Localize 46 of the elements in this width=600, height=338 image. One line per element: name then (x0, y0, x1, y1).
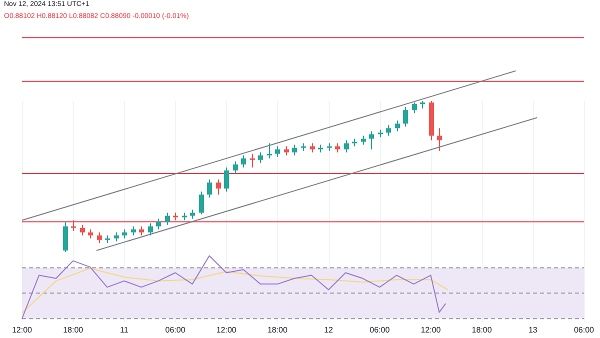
candlestick (386, 124, 391, 136)
x-tick-label: 12 (324, 325, 334, 334)
candlestick (216, 179, 221, 196)
candlestick (395, 120, 400, 132)
candlestick (80, 224, 85, 236)
candlestick (224, 166, 229, 192)
x-tick-label: 13 (528, 325, 538, 334)
x-tick-label: 06:00 (165, 325, 186, 334)
candlestick (310, 142, 315, 153)
candlestick (122, 228, 127, 239)
candlestick (403, 106, 408, 128)
x-tick-label: 12:00 (420, 325, 442, 334)
candlestick (148, 222, 153, 236)
candlestick (139, 226, 144, 236)
candlestick (233, 160, 238, 174)
candlestick (88, 228, 93, 239)
x-tick-label: 06:00 (574, 325, 595, 334)
x-tick-label: 12:00 (216, 325, 237, 334)
candlestick (241, 154, 246, 168)
candlestick (131, 226, 136, 236)
candlestick (114, 232, 119, 242)
x-tick-label: 06:00 (370, 325, 390, 334)
candlestick (275, 146, 280, 158)
candlestick (71, 220, 76, 232)
x-tick-label: 18:00 (267, 325, 288, 334)
x-tick-label: 18:00 (472, 325, 492, 334)
candlestick (250, 153, 255, 168)
x-tick-label: 18:00 (63, 325, 84, 334)
candlestick (361, 135, 366, 146)
candlestick (258, 152, 263, 164)
candlestick (97, 232, 102, 244)
candlestick (207, 179, 212, 198)
x-tick-label: 11 (120, 325, 129, 334)
candlestick (156, 218, 161, 230)
x-tick-label: 12:00 (12, 325, 33, 334)
candlestick (344, 140, 349, 153)
candlestick (369, 130, 374, 150)
candlestick (190, 209, 195, 220)
candlestick (412, 102, 417, 114)
candlestick (437, 128, 442, 152)
candlestick (199, 191, 204, 215)
candlestick (284, 146, 289, 156)
candlestick (267, 142, 272, 159)
candlestick (165, 212, 170, 226)
candlestick (292, 144, 297, 156)
candlestick (335, 142, 340, 153)
